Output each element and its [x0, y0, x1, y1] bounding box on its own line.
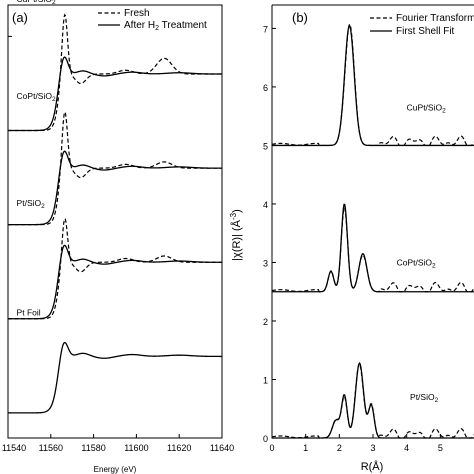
panel-a-x-tick-label: 11600 [124, 443, 148, 453]
panel-a-x-tick-label: 11580 [81, 443, 105, 453]
panel-b-y-tick-label: 2 [263, 317, 268, 327]
panel-b-x-tick-label: 2 [337, 443, 342, 453]
fourier-transform-curve [271, 363, 474, 439]
panel-b-x-ticks: 0 1 2 3 4 5 [269, 434, 443, 453]
panel-b-x-axis-label: R(Å) [361, 460, 384, 473]
panel-a-x-tick-label: 11620 [167, 443, 191, 453]
panel-b-x-tick-label: 5 [438, 443, 443, 453]
panel-b-y-tick-label: 0 [263, 434, 268, 444]
panel-a-legend: Fresh After H2 Treatment [98, 8, 207, 32]
first-shell-fit-curve [272, 24, 474, 147]
panel-b-y-tick-label: 1 [263, 375, 268, 385]
panel-a-x-tick-label: 11640 [210, 443, 234, 453]
fourier-transform-curve [271, 207, 474, 293]
panel-a-sample-label: CoPt/SiO2 [17, 91, 56, 103]
xanes-fresh-curve [8, 13, 222, 132]
panel-a-sample-label: CuPt/SiO2 [17, 0, 56, 6]
panel-a-frame [7, 4, 223, 439]
panel-b-y-tick-label: 6 [263, 83, 268, 93]
first-shell-fit-curve [272, 203, 474, 293]
panel-b-x-tick-label: 4 [404, 443, 409, 453]
legend-fit-label: First Shell Fit [396, 26, 455, 37]
legend-fresh-label: Fresh [124, 8, 150, 19]
panel-b-y-tick-label: 5 [263, 141, 268, 151]
panel-b-y-axis-label: |χ(R)| (Å-3) [229, 209, 243, 261]
panel-a-x-axis-label: Energy (eV) [94, 465, 137, 474]
panel-b-x-tick-label: 3 [370, 443, 375, 453]
legend-after-h2-label: After H2 Treatment [124, 20, 207, 32]
panel-b-x-tick-label: 0 [269, 443, 274, 453]
panel-a-sample-label: Pt/SiO2 [17, 198, 46, 210]
panel-b-y-tick-label: 7 [263, 24, 268, 34]
panel-b-sample-label: CuPt/SiO2 [407, 102, 446, 114]
legend-ft-label: Fourier Transform [396, 13, 474, 24]
panel-b-curves [271, 23, 474, 439]
xanes-after-h2-curve [8, 150, 222, 226]
panel-b-legend: Fourier Transform First Shell Fit [370, 13, 474, 37]
panel-b-x-tick-label: 1 [303, 443, 308, 453]
panel-a-sample-label: Pt Foil [17, 308, 41, 318]
xanes-fresh-curve [8, 217, 222, 320]
panel-a-annotations: CuPt/SiO2 CoPt/SiO2 Pt/SiO2 Pt Foil [17, 0, 56, 318]
panel-a-x-tick-label: 11560 [39, 443, 63, 453]
first-shell-fit-curve [272, 361, 474, 439]
panel-a-x-ticks: 11540 11560 11580 11600 11620 11640 [2, 434, 234, 453]
panel-a-label: (a) [12, 10, 28, 25]
panel-b: 0 1 2 3 4 5 0 1 2 3 4 5 6 7 (b) R(Å) |χ(R)| (Å-3) Fo… [229, 4, 474, 473]
xanes-after-h2-curve [8, 341, 222, 414]
panel-b-sample-label: Pt/SiO2 [410, 392, 439, 404]
panel-b-y-ticks: 0 1 2 3 4 5 6 7 [263, 24, 276, 444]
panel-b-annotations: CuPt/SiO2 CoPt/SiO2 Pt/SiO2 [397, 102, 447, 404]
panel-b-frame [271, 4, 474, 439]
fourier-transform-curve [271, 23, 474, 147]
panel-a-curves [8, 13, 222, 414]
panel-b-y-tick-label: 3 [263, 258, 268, 268]
panel-b-sample-label: CoPt/SiO2 [397, 257, 436, 269]
xanes-fresh-curve [8, 110, 222, 226]
panel-a-x-tick-label: 11540 [2, 443, 26, 453]
panel-a: 11540 11560 11580 11600 11620 11640 (a) Energ… [2, 0, 234, 474]
panel-b-label: (b) [292, 10, 308, 25]
panel-b-y-tick-label: 4 [263, 200, 268, 210]
